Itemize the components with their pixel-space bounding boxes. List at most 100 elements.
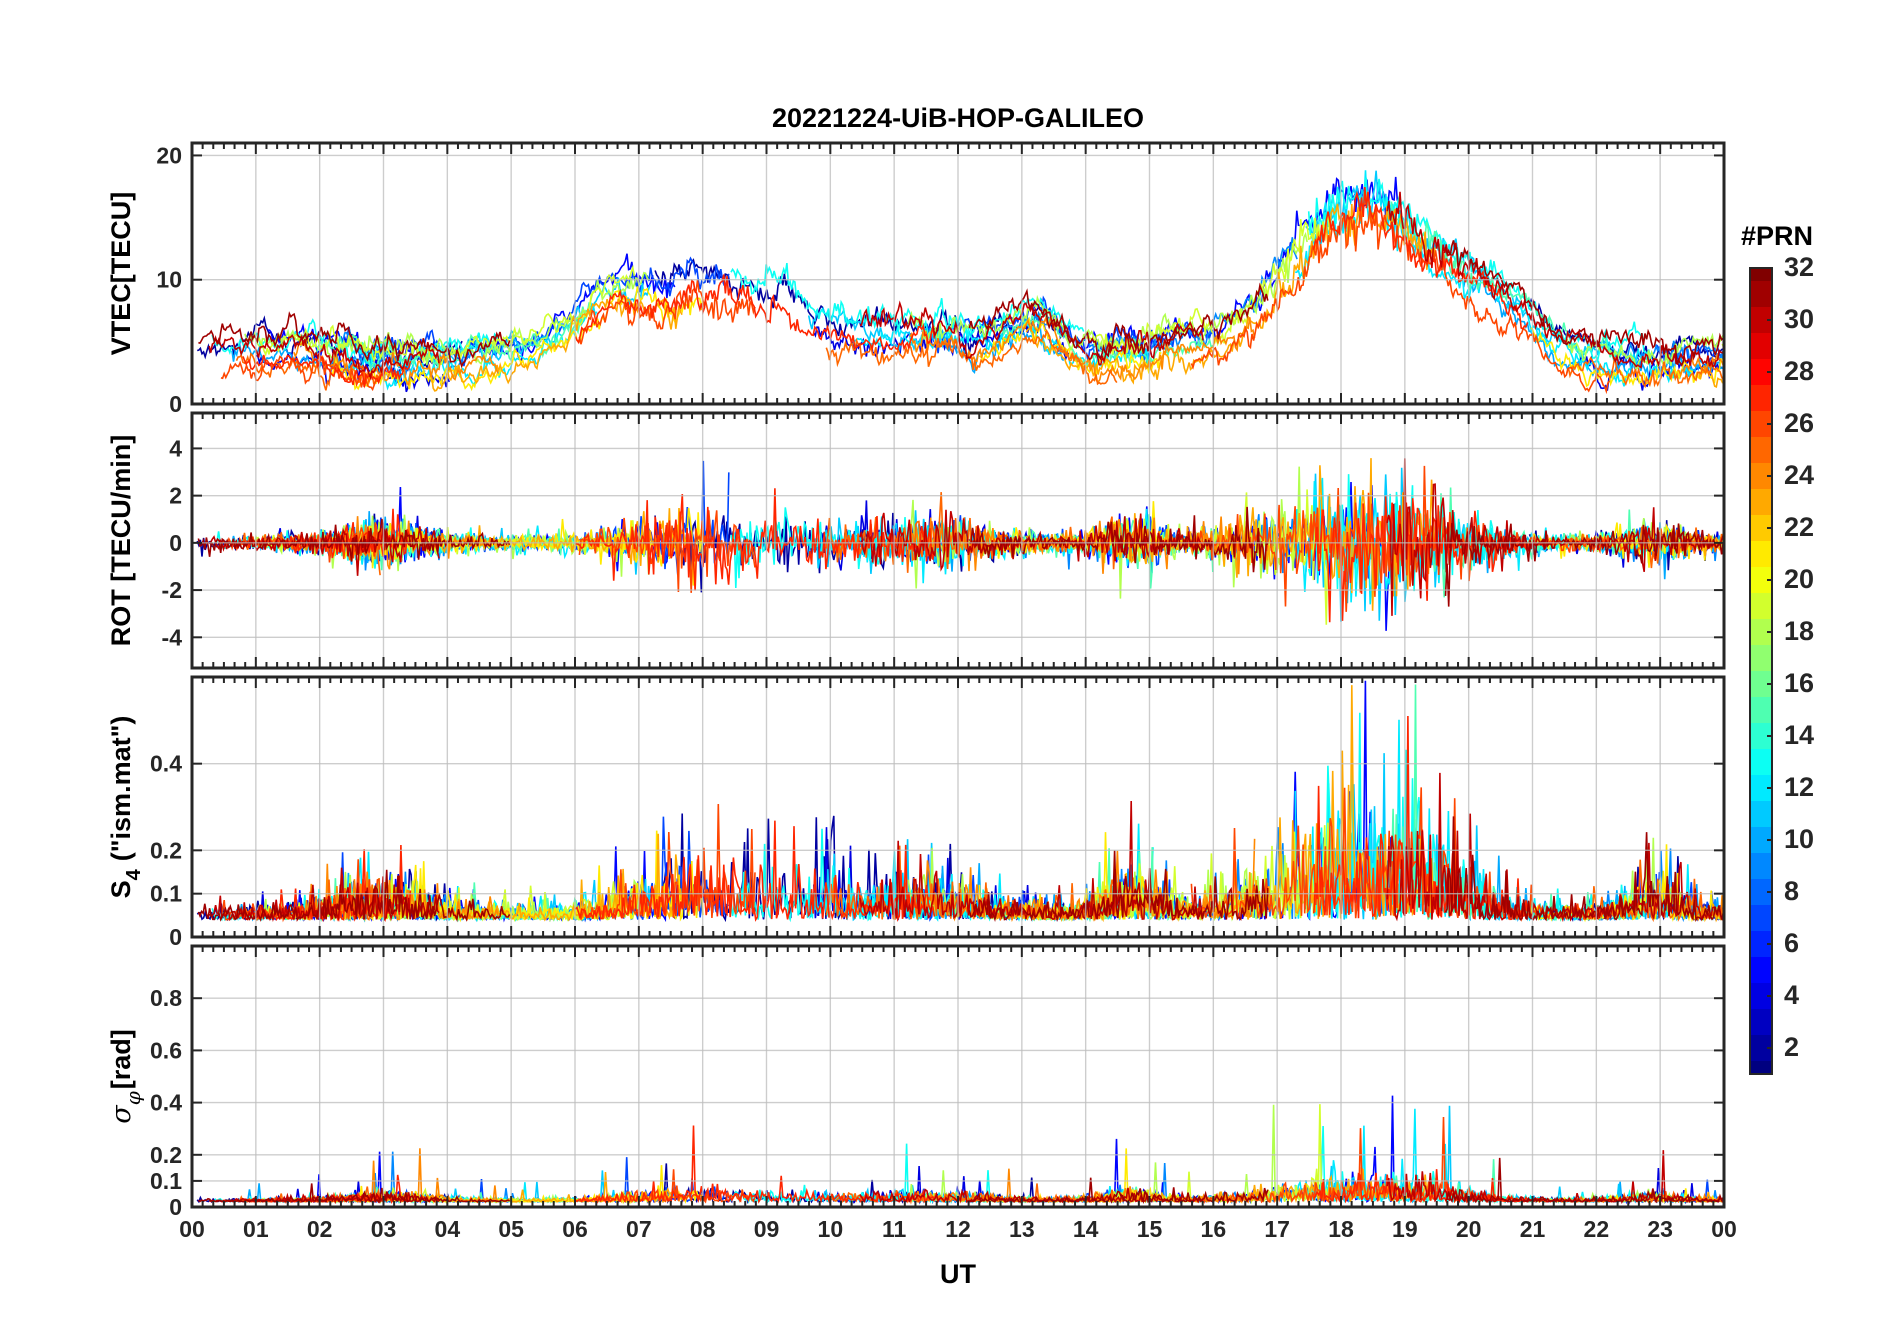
s4-series-layer	[196, 680, 1724, 923]
colorbar-swatch	[1750, 671, 1772, 697]
x-tick-label: 12	[945, 1216, 971, 1242]
colorbar-tick-label: 22	[1784, 512, 1814, 542]
x-tick-label: 01	[243, 1216, 269, 1242]
x-tick-label: 10	[818, 1216, 844, 1242]
colorbar-swatch	[1750, 697, 1772, 723]
rot-ytick-label: 2	[169, 483, 182, 509]
rot-ytick-label: -2	[162, 577, 182, 603]
sigma-ytick-label: 0.8	[150, 985, 182, 1011]
colorbar-swatch	[1750, 1035, 1772, 1061]
colorbar-swatch	[1750, 619, 1772, 645]
colorbar-swatch	[1750, 905, 1772, 931]
s4-ytick-label: 0.1	[150, 881, 182, 907]
x-tick-label: 18	[1328, 1216, 1354, 1242]
colorbar-swatch	[1750, 723, 1772, 749]
colorbar-title: #PRN	[1741, 221, 1813, 251]
s4-ytick-label: 0.2	[150, 837, 182, 863]
rot-series-prn-7	[333, 460, 1724, 576]
s4-grid	[192, 677, 1724, 937]
x-tick-label: 19	[1392, 1216, 1418, 1242]
colorbar-tick-label: 28	[1784, 356, 1814, 386]
colorbar-frame	[1749, 267, 1773, 1075]
vtec-series-prn-31	[198, 240, 1724, 369]
rot-ticks: -4 -2 0 2 4	[162, 413, 1725, 668]
rot-series-prn-31	[197, 506, 1724, 607]
x-tick-label: 02	[307, 1216, 333, 1242]
x-tick-label: 20	[1456, 1216, 1482, 1242]
colorbar-tick-label: 4	[1784, 980, 1799, 1010]
sigma-series-layer	[196, 1095, 1724, 1205]
vtec-ytick-label: 20	[156, 142, 182, 168]
colorbar-swatch	[1750, 853, 1772, 879]
colorbar-tick-label: 10	[1784, 824, 1814, 854]
colorbar-tick-label: 30	[1784, 304, 1814, 334]
sigma-ytick-label: 0.4	[150, 1090, 182, 1116]
sigma-ytick-label: 0.2	[150, 1142, 182, 1168]
x-tick-label: 09	[754, 1216, 780, 1242]
sigma-ytick-label: 0.1	[150, 1168, 182, 1194]
panel-s4: 0 0.1 0.2 0.4 S4("ism.mat")	[106, 675, 1726, 950]
vtec-series-layer	[197, 170, 1724, 395]
x-tick-label: 13	[1009, 1216, 1035, 1242]
x-tick-label: 22	[1584, 1216, 1610, 1242]
colorbar-swatch	[1750, 385, 1772, 411]
colorbar-swatch	[1750, 333, 1772, 359]
colorbar-swatch	[1750, 437, 1772, 463]
sigma-ylabel: σφ[rad]	[106, 1029, 145, 1123]
vtec-ticks: 0 10 20	[156, 142, 1725, 417]
x-tick-label: 07	[626, 1216, 652, 1242]
colorbar-tick-label: 6	[1784, 928, 1799, 958]
colorbar-swatch	[1750, 463, 1772, 489]
chart-title: 20221224-UiB-HOP-GALILEO	[772, 103, 1144, 133]
colorbar-swatch	[1750, 359, 1772, 385]
s4-ylabel: S4("ism.mat")	[106, 716, 145, 899]
x-axis-label: UT	[940, 1259, 976, 1289]
panel-vtec: 0 10 20 VTEC[TECU]	[106, 141, 1726, 417]
colorbar-swatch	[1750, 983, 1772, 1009]
x-tick-label: 16	[1201, 1216, 1227, 1242]
s4-ytick-label: 0.4	[150, 751, 182, 777]
colorbar-tick-label: 18	[1784, 616, 1814, 646]
rot-grid	[192, 413, 1724, 668]
vtec-series-prn-27	[242, 186, 1529, 388]
x-tick-labels: 00 01 02 03 04 05 06 07 08 09 10 11 12 13 14 15 16 17 18 19…	[179, 1216, 1737, 1242]
x-tick-label: 11	[882, 1216, 907, 1242]
colorbar-scale	[1750, 268, 1772, 1074]
colorbar-swatch	[1750, 515, 1772, 541]
rot-ytick-label: 4	[169, 435, 182, 461]
colorbar-tick-label: 2	[1784, 1032, 1799, 1062]
colorbar-swatch	[1750, 541, 1772, 567]
vtec-series-prn-5	[267, 176, 1399, 365]
sigma-grid	[192, 946, 1724, 1207]
sigma-ticks: 00.10.2 0.4 0.6 0.8	[150, 946, 1725, 1220]
colorbar-swatch	[1750, 801, 1772, 827]
sigma-series-prn-19	[257, 1104, 1724, 1205]
x-tick-label: 08	[690, 1216, 716, 1242]
sigma-series-prn-24	[293, 1148, 1724, 1205]
colorbar-tick-label: 20	[1784, 564, 1814, 594]
vtec-ytick-label: 0	[169, 391, 182, 417]
x-tick-label: 06	[562, 1216, 588, 1242]
colorbar-tick-label: 14	[1784, 720, 1814, 750]
colorbar-tick-label: 26	[1784, 408, 1814, 438]
vtec-series-prn-21	[330, 286, 1724, 392]
colorbar-swatch	[1750, 1061, 1772, 1074]
x-tick-label: 21	[1520, 1216, 1546, 1242]
rot-ylabel: ROT [TECU/min]	[106, 435, 136, 646]
colorbar-tick-label: 12	[1784, 772, 1814, 802]
s4-series-prn-23	[429, 685, 1724, 923]
sigma-ytick-label: 0	[169, 1194, 182, 1220]
colorbar-swatch	[1750, 775, 1772, 801]
x-tick-label: 00	[1711, 1216, 1737, 1242]
rot-series-layer	[196, 458, 1724, 631]
colorbar-swatch	[1750, 957, 1772, 983]
sigma-series-prn-21	[330, 1148, 1724, 1205]
colorbar-swatch	[1750, 879, 1772, 905]
vtec-ylabel: VTEC[TECU]	[106, 192, 136, 356]
colorbar-swatch	[1750, 827, 1772, 853]
colorbar-swatch	[1750, 645, 1772, 671]
s4-ticks: 0 0.1 0.2 0.4	[150, 677, 1725, 950]
x-tick-label: 23	[1647, 1216, 1673, 1242]
